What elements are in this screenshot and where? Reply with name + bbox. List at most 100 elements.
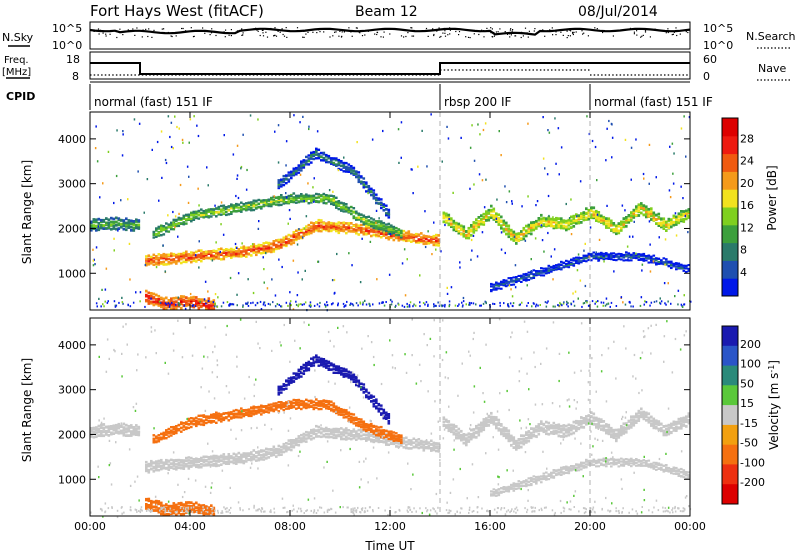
heatmap-cell [397, 439, 401, 442]
heatmap-cell [370, 193, 373, 197]
heatmap-cell [165, 301, 168, 305]
heatmap-cell [197, 217, 201, 220]
noise-dot [400, 35, 403, 37]
clutter-dot [183, 304, 185, 307]
cpid-label: CPID [6, 90, 35, 103]
heatmap-cell [672, 223, 676, 227]
heatmap-cell [322, 201, 326, 205]
heatmap-cell [557, 263, 561, 266]
heatmap-cell [132, 223, 136, 227]
heatmap-cell [535, 227, 538, 230]
heatmap-cell [347, 373, 351, 376]
noise-dot [323, 31, 325, 33]
heatmap-cell [302, 233, 306, 236]
heatmap-cell [147, 257, 151, 261]
heatmap-cell [132, 220, 136, 223]
heatmap-cell [420, 442, 423, 446]
heatmap-cell [512, 283, 516, 286]
heatmap-cell [370, 230, 373, 233]
heatmap-cell [347, 226, 351, 229]
heatmap-cell [432, 234, 436, 238]
heatmap-cell [357, 178, 361, 181]
heatmap-cell [460, 224, 463, 228]
scatter-dot [527, 122, 529, 125]
heatmap-cell [330, 157, 333, 160]
heatmap-cell [670, 260, 673, 263]
heatmap-cell [535, 219, 538, 223]
scatter-dot [664, 263, 666, 266]
clutter-dot [408, 304, 411, 307]
heatmap-cell [175, 262, 178, 265]
heatmap-cell [302, 363, 306, 367]
heatmap-cell [397, 436, 401, 439]
heatmap-cell [632, 254, 636, 257]
heatmap-cell [230, 203, 233, 206]
heatmap-cell [402, 437, 406, 440]
noise-panel: N.Sky 10^5 10^0 10^5 10^0 N.Search [2, 21, 796, 52]
heatmap-cell [202, 254, 206, 257]
date-label: 08/Jul/2014 [578, 4, 658, 20]
heatmap-cell [277, 238, 281, 242]
heatmap-cell [615, 255, 618, 258]
scatter-dot [481, 231, 484, 234]
heatmap-cell [370, 225, 373, 228]
heatmap-cell [307, 436, 311, 440]
heatmap-cell [465, 442, 468, 446]
heatmap-cell [420, 445, 423, 449]
heatmap-cell [567, 218, 571, 222]
heatmap-cell [355, 211, 358, 215]
cpid-mode-label: normal (fast) 151 IF [594, 95, 713, 109]
heatmap-cell [402, 237, 406, 240]
heatmap-cell [305, 430, 308, 434]
heatmap-cell [657, 224, 661, 227]
heatmap-cell [162, 431, 166, 434]
heatmap-cell [460, 438, 463, 442]
heatmap-cell [190, 251, 193, 254]
clutter-dot [448, 300, 451, 303]
scatter-dot [535, 204, 537, 207]
noise-dot [636, 34, 638, 36]
heatmap-cell [435, 233, 438, 237]
heatmap-cell [485, 214, 488, 218]
scatter-dot [472, 234, 475, 237]
heatmap-cell [230, 416, 233, 419]
heatmap-cell [380, 222, 383, 225]
heatmap-cell [560, 225, 563, 228]
scatter-dot [321, 228, 323, 231]
heatmap-cell [487, 211, 491, 215]
scatter-dot [560, 146, 563, 149]
noise-dot [612, 35, 614, 37]
heatmap-cell [460, 232, 463, 236]
heatmap-cell [310, 155, 313, 158]
heatmap-cell [275, 451, 278, 454]
heatmap-cell [380, 431, 383, 434]
heatmap-cell [317, 221, 321, 225]
heatmap-cell [190, 296, 193, 300]
noise-dot [524, 27, 527, 29]
scatter-dot [158, 199, 160, 202]
heatmap-cell [95, 228, 98, 232]
heatmap-cell [152, 300, 156, 304]
heatmap-cell [117, 430, 121, 434]
heatmap-cell [360, 180, 363, 183]
heatmap-cell [320, 431, 323, 434]
power-colorbar-label: Power [dB] [765, 165, 779, 230]
heatmap-cell [257, 247, 261, 250]
noise-dot [167, 31, 169, 34]
clutter-dot [587, 304, 590, 307]
heatmap-cell [387, 212, 391, 216]
heatmap-cell [240, 255, 243, 258]
heatmap-cell [300, 164, 303, 168]
heatmap-cell [297, 406, 301, 409]
heatmap-cell [192, 460, 196, 463]
heatmap-cell [225, 213, 228, 217]
heatmap-cell [252, 199, 256, 202]
heatmap-cell [610, 228, 613, 232]
heatmap-cell [90, 224, 93, 227]
heatmap-cell [305, 366, 308, 369]
heatmap-cell [470, 433, 473, 436]
heatmap-cell [337, 413, 341, 416]
noise-dot [350, 31, 352, 33]
clutter-dot [442, 304, 444, 307]
